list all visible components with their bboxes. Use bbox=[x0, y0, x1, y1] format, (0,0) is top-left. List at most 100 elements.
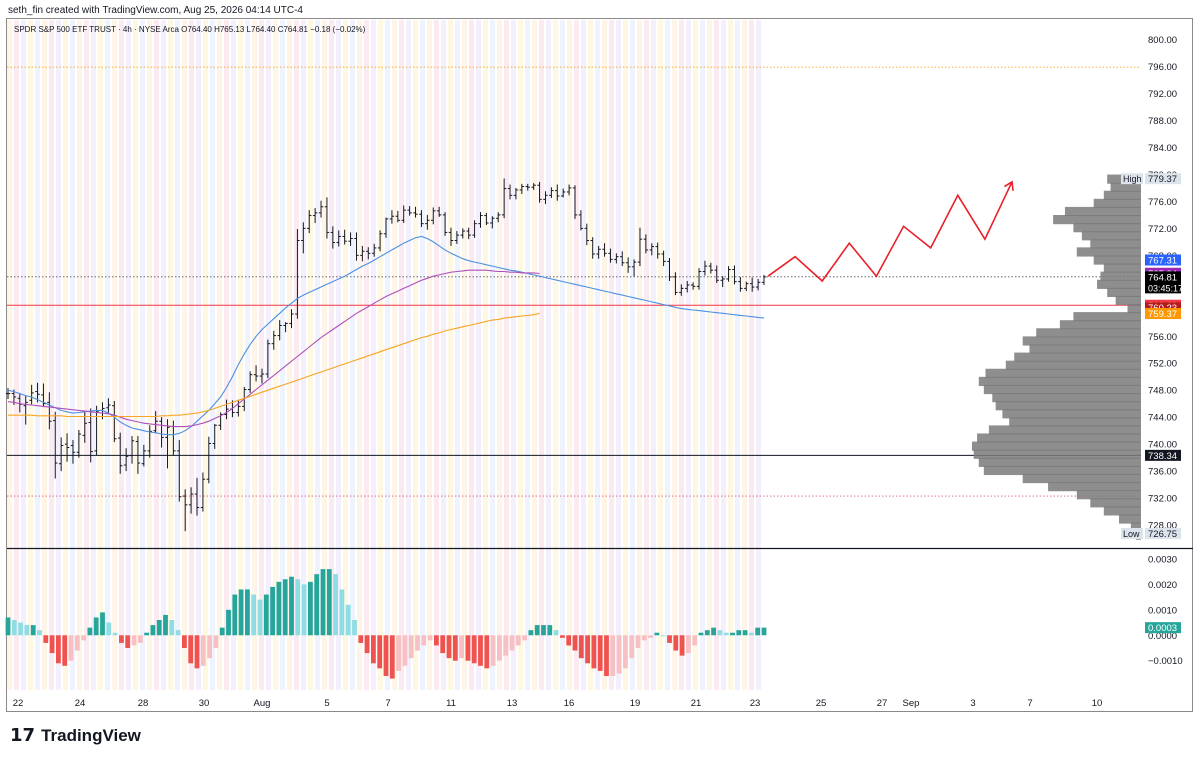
session-stripe bbox=[420, 20, 425, 690]
price-tick-label: 776.00 bbox=[1148, 197, 1177, 208]
candle bbox=[484, 212, 489, 225]
histogram-bar bbox=[87, 627, 93, 636]
session-stripe bbox=[245, 20, 250, 690]
price-label-box bbox=[1145, 271, 1181, 294]
session-stripe bbox=[749, 20, 754, 690]
candle bbox=[584, 223, 590, 246]
candle bbox=[602, 243, 607, 257]
session-stripe bbox=[98, 20, 103, 690]
candle bbox=[371, 243, 377, 257]
candle bbox=[661, 250, 666, 267]
histogram-bar bbox=[478, 635, 483, 666]
session-stripe bbox=[392, 20, 397, 690]
session-stripe bbox=[84, 20, 89, 690]
session-stripe bbox=[462, 20, 467, 690]
session-stripe bbox=[679, 20, 684, 690]
candle bbox=[744, 281, 749, 292]
time-tick-label: 10 bbox=[1092, 698, 1103, 709]
histogram-bar bbox=[452, 635, 458, 661]
histogram-bar bbox=[137, 635, 143, 643]
session-stripe bbox=[203, 20, 208, 690]
candle bbox=[366, 247, 371, 260]
price-label-value: 759.37 bbox=[1148, 309, 1177, 320]
candle bbox=[608, 248, 613, 263]
candle bbox=[182, 489, 188, 532]
histogram-bar bbox=[383, 635, 389, 676]
volume-profile-bar bbox=[1103, 263, 1141, 273]
candle bbox=[690, 282, 696, 290]
price-label-value: 726.75 bbox=[1148, 529, 1177, 540]
price-tag-box bbox=[1121, 173, 1143, 185]
session-stripe bbox=[483, 20, 488, 690]
session-stripe bbox=[273, 20, 278, 690]
volume-profile-bar bbox=[1053, 215, 1141, 225]
candle bbox=[478, 212, 483, 228]
candle bbox=[389, 210, 395, 224]
chart-frame bbox=[6, 18, 1193, 712]
volume-profile-bar bbox=[978, 457, 1141, 467]
price-tick-label: 728.00 bbox=[1148, 521, 1177, 532]
session-stripe bbox=[693, 20, 698, 690]
volume-profile-bar bbox=[977, 433, 1141, 443]
price-labels: 779.37High767.31765.34764.8103:45:17760.… bbox=[1121, 173, 1183, 540]
session-stripe bbox=[553, 20, 558, 690]
candle bbox=[135, 436, 141, 474]
histogram-bar bbox=[5, 617, 11, 636]
candle bbox=[383, 217, 389, 238]
histogram-bar bbox=[434, 635, 439, 646]
volume-profile-bar bbox=[1103, 190, 1141, 200]
volume-profile-bar bbox=[1059, 320, 1141, 330]
histogram-bar bbox=[200, 635, 206, 666]
histogram-bar bbox=[597, 635, 603, 671]
session-stripe bbox=[385, 20, 390, 690]
histogram-bar bbox=[49, 635, 55, 654]
price-label-box bbox=[1145, 173, 1181, 185]
price-label-value: 764.81 bbox=[1148, 272, 1177, 283]
session-stripe bbox=[322, 20, 327, 690]
session-stripe bbox=[609, 20, 614, 690]
volume-profile-bar bbox=[1009, 417, 1141, 427]
time-tick-label: 28 bbox=[138, 698, 149, 709]
time-tick-label: Aug bbox=[254, 698, 271, 709]
candle bbox=[543, 191, 548, 205]
symbol-info: SPDR S&P 500 ETF TRUST · 4h · NYSE Arca … bbox=[14, 25, 366, 34]
histogram-bar bbox=[219, 627, 225, 636]
session-stripe bbox=[686, 20, 691, 690]
histogram-bar bbox=[503, 635, 509, 656]
countdown-label: 03:45:17 bbox=[1148, 283, 1183, 293]
candle bbox=[153, 411, 158, 434]
histogram-bar bbox=[326, 569, 332, 636]
histogram-bar bbox=[471, 635, 477, 664]
histogram-bar bbox=[553, 630, 559, 636]
time-tick-label: 25 bbox=[816, 698, 827, 709]
session-stripe bbox=[217, 20, 222, 690]
candle bbox=[655, 242, 660, 259]
price-label-box bbox=[1145, 308, 1181, 320]
histogram-bar bbox=[213, 635, 219, 648]
candle bbox=[224, 399, 229, 420]
histogram-bar bbox=[566, 635, 572, 646]
session-stripe bbox=[49, 20, 54, 690]
histogram-bar bbox=[163, 614, 168, 636]
histogram-bar bbox=[144, 632, 149, 636]
histogram-bar bbox=[68, 635, 74, 661]
histogram-bar bbox=[207, 635, 212, 659]
session-stripe bbox=[665, 20, 670, 690]
price-tick-label: 740.00 bbox=[1148, 440, 1177, 451]
candle bbox=[496, 212, 501, 223]
session-stripe bbox=[518, 20, 523, 690]
candle bbox=[253, 365, 259, 382]
candle bbox=[714, 265, 719, 283]
session-stripe bbox=[252, 20, 257, 690]
session-stripe bbox=[196, 20, 201, 690]
histogram-bar bbox=[352, 620, 357, 636]
session-stripe bbox=[511, 20, 516, 690]
histogram-bar bbox=[289, 576, 294, 636]
candle bbox=[525, 183, 530, 191]
histogram-bar bbox=[541, 625, 546, 636]
tradingview-logo[interactable]: 17 TradingView bbox=[10, 725, 141, 746]
price-label-box bbox=[1145, 302, 1181, 314]
candle bbox=[348, 232, 353, 246]
session-stripe bbox=[350, 20, 355, 690]
